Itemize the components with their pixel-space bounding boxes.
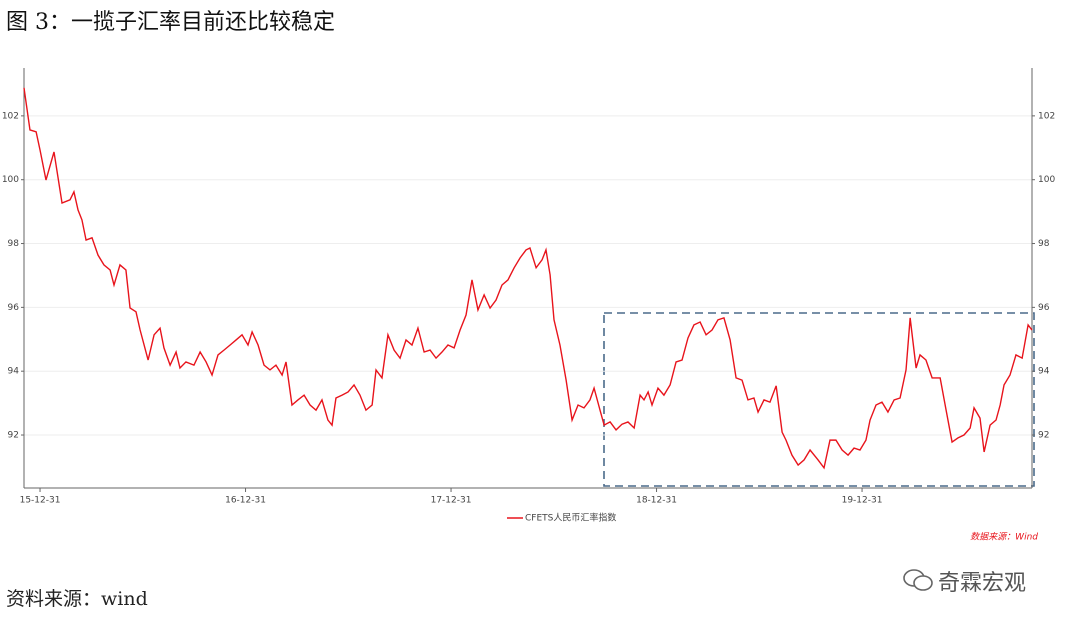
y-tick-label: 98 <box>8 239 20 249</box>
y2-tick-label: 102 <box>1038 111 1055 121</box>
chart-title: 图 3：一揽子汇率目前还比较稳定 <box>6 10 335 35</box>
y-tick-label: 94 <box>8 367 20 377</box>
y2-tick-label: 100 <box>1038 175 1055 185</box>
x-tick-label: 19-12-31 <box>842 496 883 506</box>
x-tick-label: 15-12-31 <box>20 496 61 506</box>
y-tick-label: 102 <box>2 111 19 121</box>
legend-label: CFETS人民币汇率指数 <box>525 512 616 524</box>
data-line <box>23 87 1033 470</box>
y2-tick-label: 92 <box>1038 431 1049 441</box>
y2-tick-label: 94 <box>1038 367 1050 377</box>
caption: 资料来源：wind <box>6 588 148 610</box>
y-tick-label: 92 <box>8 431 19 441</box>
highlight-box <box>603 312 1035 487</box>
x-tick-label: 16-12-31 <box>225 496 266 506</box>
x-tick-label: 18-12-31 <box>636 496 677 506</box>
y2-tick-label: 98 <box>1038 239 1050 249</box>
watermark: 奇霖宏观 <box>938 571 1027 596</box>
watermark-icon <box>903 569 933 591</box>
source-note: 数据来源：Wind <box>970 532 1038 543</box>
y-tick-label: 96 <box>8 303 20 313</box>
x-tick-label: 17-12-31 <box>431 496 472 506</box>
y-tick-label: 100 <box>2 175 19 185</box>
y2-tick-label: 96 <box>1038 303 1050 313</box>
